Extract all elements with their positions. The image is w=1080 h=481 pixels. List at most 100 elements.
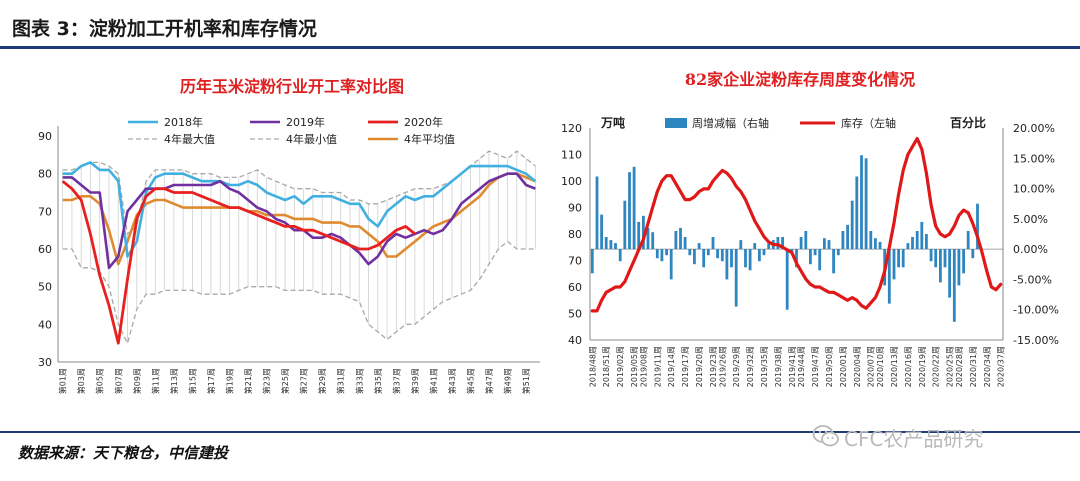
bar — [925, 234, 928, 250]
bar — [748, 249, 752, 271]
bar — [614, 243, 617, 250]
bar — [823, 238, 826, 250]
bar — [706, 249, 710, 256]
bar — [897, 249, 900, 268]
y-right-tick-label: 5.00% — [1013, 213, 1048, 226]
series-line-2018年 — [62, 161, 537, 258]
bar — [836, 249, 840, 256]
bar — [860, 155, 863, 250]
bar — [762, 249, 766, 256]
y-left-tick-label: 40 — [568, 334, 582, 347]
x-tick-label: 第29周 — [317, 368, 327, 394]
series-line-2019年 — [62, 172, 536, 270]
legend-label: 2020年 — [404, 115, 443, 129]
bar — [669, 249, 673, 280]
x-tick-label: 2020/28周 — [955, 346, 964, 387]
bar — [952, 249, 956, 322]
x-tick-label: 2019/23周 — [709, 346, 718, 387]
bar — [976, 203, 979, 250]
y-left-tick-label: 110 — [561, 149, 582, 162]
x-tick-label: 2019/17周 — [681, 346, 690, 387]
footer-divider — [0, 431, 1080, 433]
x-tick-label: 2019/05周 — [630, 346, 639, 387]
bar — [966, 231, 970, 250]
x-tick-label: 2020/01周 — [839, 346, 848, 387]
bar — [887, 249, 891, 304]
bar — [948, 249, 951, 298]
bar — [646, 227, 650, 250]
y-right-tick-label: -5.00% — [1013, 273, 1052, 286]
bar — [734, 249, 738, 307]
x-tick-label: 2020/19周 — [918, 346, 927, 387]
bar — [920, 221, 924, 250]
x-tick-label: 2019/35周 — [760, 346, 769, 387]
bar — [892, 249, 896, 280]
bar — [716, 249, 719, 259]
x-tick-label: 2020/10周 — [876, 346, 885, 387]
x-tick-label: 第13周 — [169, 368, 179, 394]
y-tick-label: 90 — [38, 130, 52, 143]
right-chart-title: 82家企业淀粉库存周度变化情况 — [685, 70, 915, 89]
x-tick-label: 第41周 — [428, 368, 438, 394]
x-tick-label: 第15周 — [187, 368, 197, 394]
bar — [832, 249, 835, 274]
x-tick-label: 第25周 — [280, 368, 290, 394]
y-left-tick-label: 90 — [568, 202, 582, 215]
x-tick-label: 2020/37周 — [997, 346, 1006, 387]
y-left-tick-label: 120 — [561, 122, 582, 135]
legend-label: 2019年 — [286, 115, 325, 129]
y-left-tick-label: 70 — [568, 255, 582, 268]
y-tick-label: 70 — [38, 205, 52, 218]
bar — [590, 249, 594, 274]
legend-label: 4年平均值 — [404, 132, 455, 146]
series-line-4年最小值 — [62, 240, 536, 344]
bar — [683, 237, 687, 250]
y-left-tick-label: 60 — [568, 281, 582, 294]
legend-label: 周增减幅（右轴 — [692, 116, 769, 130]
bar — [674, 231, 678, 250]
bar — [864, 158, 868, 250]
bar — [618, 249, 622, 262]
y-right-tick-label: 20.00% — [1013, 122, 1055, 135]
x-tick-label: 2019/11周 — [653, 346, 662, 387]
bar — [609, 240, 613, 250]
bar — [758, 249, 761, 262]
bar — [651, 232, 655, 250]
x-tick-label: 第11周 — [150, 368, 160, 394]
bar — [906, 243, 910, 250]
bar — [827, 240, 831, 250]
x-tick-label: 2018/51周 — [602, 346, 611, 387]
x-tick-label: 第07周 — [113, 368, 123, 394]
bar — [869, 231, 873, 250]
bar — [785, 249, 789, 310]
y-tick-label: 40 — [38, 318, 52, 331]
bar — [878, 241, 882, 250]
bar — [628, 172, 631, 250]
bar — [809, 249, 812, 265]
left-chart-title: 历年玉米淀粉行业开工率对比图 — [180, 77, 404, 96]
x-tick-label: 第51周 — [521, 368, 531, 394]
x-tick-label: 第23周 — [262, 368, 272, 394]
y-tick-label: 60 — [38, 243, 52, 256]
x-tick-label: 2019/32周 — [746, 346, 755, 387]
bar — [688, 249, 692, 256]
bar — [665, 249, 668, 256]
legend-swatch-bars — [665, 118, 687, 128]
y-left-tick-label: 50 — [568, 308, 582, 321]
x-tick-label: 第33周 — [354, 368, 364, 394]
bar — [911, 237, 914, 250]
bar — [855, 176, 859, 250]
x-tick-label: 2019/26周 — [718, 346, 727, 387]
legend-label: 库存（左轴 — [841, 116, 896, 130]
x-tick-label: 第09周 — [132, 368, 142, 394]
x-tick-label: 第47周 — [484, 368, 494, 394]
series-line-2020年 — [61, 180, 416, 345]
y-right-tick-label: 15.00% — [1013, 152, 1055, 165]
x-tick-label: 2019/50周 — [825, 346, 834, 387]
bar — [739, 240, 743, 250]
bar — [915, 231, 919, 250]
y-tick-label: 30 — [38, 356, 52, 369]
bar — [637, 221, 641, 250]
bar — [901, 249, 905, 268]
